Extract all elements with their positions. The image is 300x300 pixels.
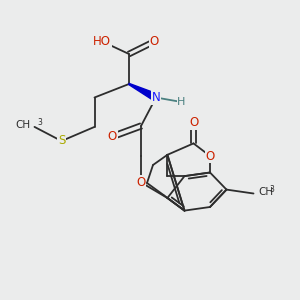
- Text: HO: HO: [93, 35, 111, 48]
- Text: H: H: [177, 97, 186, 107]
- Text: O: O: [108, 130, 117, 143]
- Text: 3: 3: [269, 185, 274, 194]
- Text: O: O: [189, 116, 198, 130]
- Polygon shape: [129, 83, 158, 101]
- Text: 3: 3: [38, 118, 42, 127]
- Text: CH: CH: [258, 187, 273, 197]
- Text: O: O: [136, 176, 146, 189]
- Text: N: N: [152, 91, 160, 104]
- Text: O: O: [206, 149, 214, 163]
- Text: O: O: [150, 35, 159, 48]
- Text: S: S: [58, 134, 65, 148]
- Text: CH: CH: [15, 120, 30, 130]
